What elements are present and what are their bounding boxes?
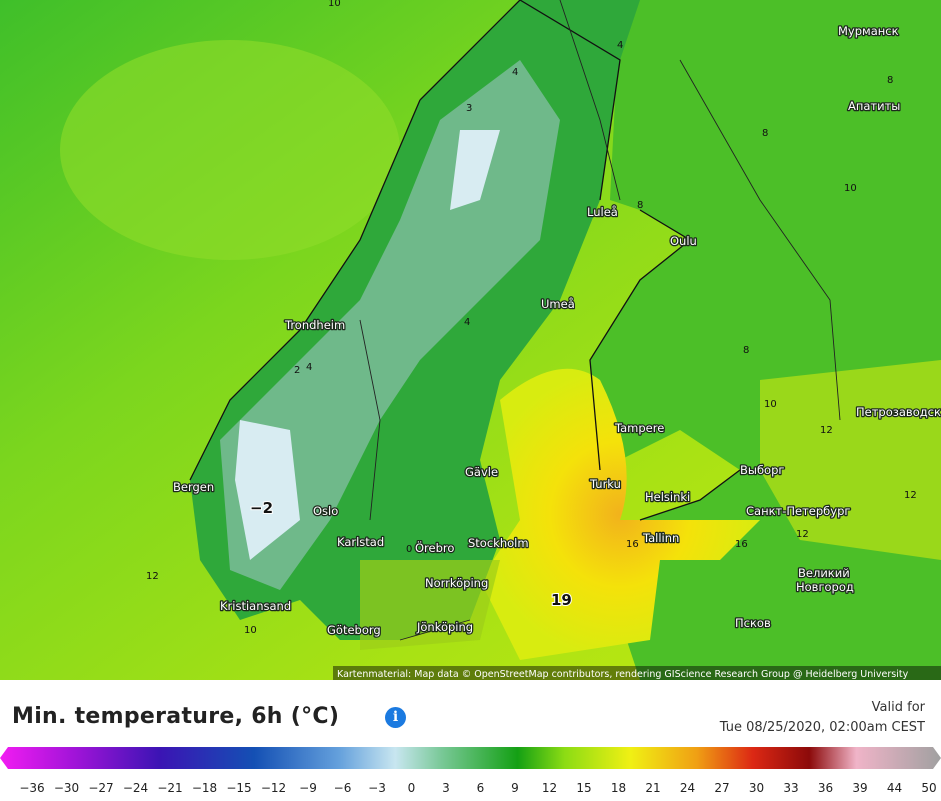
city-label: Oslo: [313, 504, 338, 518]
legend-tick-label: 36: [818, 781, 833, 795]
legend-tick-label: −24: [123, 781, 148, 795]
legend-tick-label: 18: [611, 781, 626, 795]
city-label: Örebro: [415, 539, 454, 555]
contour-label: 2: [294, 365, 300, 376]
borders: [359, 0, 841, 641]
city-label: Мурманск: [838, 24, 899, 38]
contour-label: 10: [244, 625, 257, 636]
city-label: Karlstad: [337, 535, 384, 549]
legend-tick-label: 50: [921, 781, 936, 795]
contour-label: 10: [844, 183, 857, 194]
contour-label: 12: [904, 490, 917, 501]
map: Мурманск Апатиты Luleå Oulu Umeå Trondhe…: [0, 0, 941, 680]
city-label: Norrköping: [425, 576, 488, 590]
legend-tick-label: 21: [645, 781, 660, 795]
title: Min. temperature, 6h (°C): [12, 704, 340, 729]
city-label: Luleå: [587, 205, 618, 219]
city-label: Helsinki: [645, 490, 690, 504]
legend-tick-label: −9: [299, 781, 317, 795]
contour-label: 4: [464, 317, 470, 328]
legend-tick-label: 0: [408, 781, 416, 795]
contour-label: 16: [626, 539, 639, 550]
legend-tick-label: 27: [714, 781, 729, 795]
contour-labels: 10 4 4 3 8 8 10 8 4 8 2 4 10 12 12 −2 16…: [146, 0, 917, 636]
legend-tick-label: 44: [887, 781, 902, 795]
contour-label: 12: [820, 425, 833, 436]
legend-tick-label: −3: [368, 781, 386, 795]
coastline: [189, 0, 741, 521]
contour-label: 0: [406, 544, 412, 555]
contour-label: 3: [466, 103, 472, 114]
attribution-bg: [333, 666, 941, 680]
info-button[interactable]: i: [385, 707, 406, 728]
contour-label: 4: [617, 40, 623, 51]
legend-tick-label: 30: [749, 781, 764, 795]
color-legend: −36 −30 −27 −24 −21 −18 −15 −12 −9 −6 −3 0 3 6 9 12 15 18…: [0, 747, 941, 795]
land-warm: [760, 360, 941, 560]
legend-tick-label: 15: [576, 781, 591, 795]
contour-label: 19: [551, 591, 572, 609]
legend-tick-label: 6: [477, 781, 485, 795]
contour-label: 8: [762, 128, 768, 139]
legend-tick-label: −27: [88, 781, 113, 795]
city-label: Göteborg: [327, 623, 381, 637]
city-label: Великий: [798, 566, 850, 580]
legend-tick-label: −6: [334, 781, 352, 795]
legend-tick-label: 39: [852, 781, 867, 795]
sea-region: [60, 40, 400, 260]
legend-tick-label: 33: [783, 781, 798, 795]
city-label: Umeå: [541, 297, 575, 311]
contour-label: 12: [796, 529, 809, 540]
baltic-sea: [480, 368, 760, 660]
contour-label: −2: [250, 499, 273, 517]
contour-label: 4: [512, 67, 518, 78]
contour-label: 8: [743, 345, 749, 356]
legend-tick-label: −15: [226, 781, 251, 795]
city-label: Апатиты: [848, 99, 900, 113]
valid-date: Tue 08/25/2020, 02:00am CEST: [719, 720, 925, 735]
legend-tick-label: −18: [192, 781, 217, 795]
city-label: Stockholm: [468, 536, 529, 550]
attribution: Kartenmaterial: Map data © OpenStreetMap…: [337, 669, 909, 680]
city-label: Tallinn: [642, 531, 679, 545]
city-label: Петрозаводск: [856, 405, 941, 419]
city-label: Tampere: [614, 421, 664, 435]
city-label: Trondheim: [284, 318, 345, 332]
city-label: Bergen: [173, 480, 214, 494]
mountain-peaks: [235, 130, 500, 560]
city-label: Псков: [735, 616, 771, 630]
city-label: Санкт-Петербург: [746, 504, 850, 518]
legend-tick-label: 9: [511, 781, 519, 795]
contour-label: 16: [735, 539, 748, 550]
city-label: Turku: [589, 477, 621, 491]
legend-tick-label: −30: [54, 781, 79, 795]
footer: Min. temperature, 6h (°C) i Valid for Tu…: [0, 680, 941, 801]
legend-tick-label: 3: [442, 781, 450, 795]
land-south: [360, 560, 500, 650]
legend-tick-label: 24: [680, 781, 695, 795]
contour-label: 10: [328, 0, 341, 9]
valid-time: Valid for Tue 08/25/2020, 02:00am CEST: [720, 698, 925, 738]
city-label: Новгород: [796, 580, 854, 594]
contour-label: 8: [637, 200, 643, 211]
legend-tick-label: −12: [261, 781, 286, 795]
contour-label: 8: [887, 75, 893, 86]
city-label: Gävle: [465, 465, 498, 479]
contour-label: 10: [764, 399, 777, 410]
city-label: Oulu: [670, 234, 697, 248]
color-scale: [0, 747, 941, 769]
city-label: Выборг: [740, 463, 784, 477]
contour-label: 12: [146, 571, 159, 582]
contour-label: 4: [306, 362, 312, 373]
legend-tick-label: −36: [19, 781, 44, 795]
valid-label: Valid for: [871, 700, 925, 715]
legend-tick-label: 12: [542, 781, 557, 795]
city-labels: Мурманск Апатиты Luleå Oulu Umeå Trondhe…: [172, 23, 941, 639]
city-label: Jönköping: [416, 620, 473, 634]
city-label: Kristiansand: [220, 599, 291, 613]
legend-tick-label: −21: [157, 781, 182, 795]
